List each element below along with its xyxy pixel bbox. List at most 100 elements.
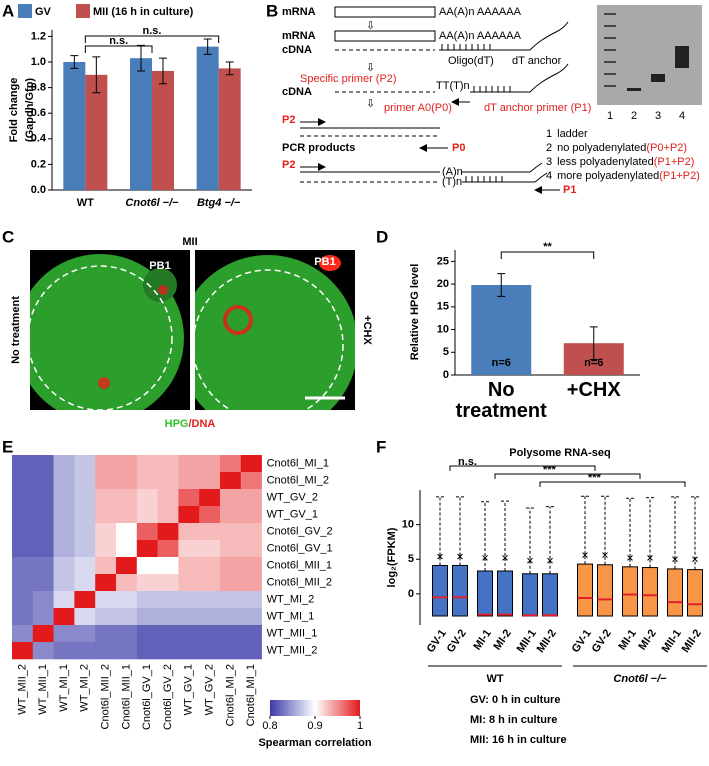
legend-number: 4 bbox=[546, 170, 552, 182]
legend-number: 3 bbox=[546, 156, 552, 168]
bracket bbox=[84, 35, 220, 43]
row-label: Cnot6l_GV_2 bbox=[267, 525, 333, 537]
primer-label: Specific primer (P2) bbox=[300, 73, 397, 85]
heatmap-cell bbox=[178, 455, 200, 473]
heatmap-cell bbox=[32, 608, 54, 626]
error-bar bbox=[497, 273, 506, 297]
y-tick-label: 0 bbox=[408, 588, 414, 600]
legend-text: MI: 8 h in culture bbox=[470, 714, 557, 726]
heatmap-cell bbox=[12, 591, 34, 609]
heatmap-cell bbox=[199, 523, 221, 541]
heatmap-cell bbox=[95, 523, 117, 541]
x-tick-label: MI-1 bbox=[616, 628, 638, 653]
group-label: WT bbox=[486, 673, 503, 685]
heatmap-cell bbox=[136, 642, 158, 660]
primer-label: primer A0(P0) bbox=[384, 102, 452, 114]
heatmap-cell bbox=[136, 506, 158, 524]
gel-band bbox=[651, 74, 665, 82]
panel-label: D bbox=[376, 227, 388, 246]
legend-number: 1 bbox=[546, 128, 552, 140]
annotation: *** bbox=[588, 472, 602, 484]
row-label: Cnot6l_MII_1 bbox=[267, 559, 332, 571]
heatmap-cell bbox=[136, 489, 158, 507]
whisker bbox=[646, 497, 654, 568]
heatmap-cell bbox=[240, 625, 262, 643]
x-tick-label: MI-2 bbox=[491, 628, 513, 653]
heatmap-cell bbox=[220, 472, 242, 490]
x-tick-label: MI-1 bbox=[471, 628, 493, 653]
heatmap-cell bbox=[53, 540, 75, 558]
heatmap-cell bbox=[116, 455, 138, 473]
heatmap-cell bbox=[116, 523, 138, 541]
heatmap-cell bbox=[240, 489, 262, 507]
outlier bbox=[692, 556, 698, 563]
stain-dna: /DNA bbox=[188, 418, 215, 430]
tail-label: (T)n bbox=[442, 176, 462, 188]
heatmap-cell bbox=[116, 625, 138, 643]
heatmap-cell bbox=[199, 608, 221, 626]
error-bar bbox=[70, 55, 79, 69]
heatmap-cell bbox=[53, 591, 75, 609]
x-tick-label: MI-2 bbox=[636, 628, 658, 653]
row-label: Cnot6l_MI_1 bbox=[267, 457, 329, 469]
y-tick-label: 15 bbox=[437, 301, 449, 313]
primer-label: dT anchor primer (P1) bbox=[484, 102, 591, 114]
heatmap-cell bbox=[116, 540, 138, 558]
row-label: WT_MII_2 bbox=[267, 644, 318, 656]
y-tick-label: 10 bbox=[437, 323, 449, 335]
bar bbox=[63, 62, 86, 190]
whisker bbox=[581, 495, 589, 565]
panel-label: C bbox=[2, 227, 14, 246]
y-tick-label: 20 bbox=[437, 278, 449, 290]
legend-label: GV bbox=[35, 6, 52, 18]
col-label: Cnot6l_GV_2 bbox=[162, 664, 174, 730]
row-label: Cnot6l_MII_2 bbox=[267, 576, 332, 588]
annotation: n.s. bbox=[458, 456, 477, 468]
heatmap-cell bbox=[157, 523, 179, 541]
lane-label: 2 bbox=[631, 110, 637, 122]
heatmap-cell bbox=[240, 591, 262, 609]
y-tick-label: 0.2 bbox=[31, 158, 46, 170]
mrna-box bbox=[334, 6, 436, 18]
legend-item: 3 less polyadenylated(P1+P2) bbox=[546, 156, 694, 168]
heatmap-cell bbox=[74, 523, 96, 541]
x-tick-label: +CHX bbox=[566, 379, 621, 401]
heatmap-cell bbox=[199, 472, 221, 490]
row-label: PCR products bbox=[282, 142, 355, 154]
y-tick-label: 5 bbox=[443, 346, 449, 358]
heatmap-cell bbox=[74, 472, 96, 490]
bracket bbox=[449, 465, 596, 471]
row-label: cDNA bbox=[282, 44, 312, 56]
heatmap-cell bbox=[74, 608, 96, 626]
gel-band bbox=[627, 88, 641, 91]
primer-label: P2 bbox=[282, 114, 295, 126]
heatmap-cell bbox=[178, 472, 200, 490]
heatmap-cell bbox=[53, 455, 75, 473]
heatmap-cell bbox=[199, 455, 221, 473]
heatmap-cell bbox=[220, 489, 242, 507]
n-label: n=6 bbox=[584, 357, 603, 369]
heatmap-cell bbox=[136, 591, 158, 609]
legend-text: GV: 0 h in culture bbox=[470, 694, 560, 706]
heatmap-cell bbox=[53, 608, 75, 626]
heatmap-cell bbox=[199, 557, 221, 575]
row-label: mRNA bbox=[282, 30, 316, 42]
gel-band bbox=[675, 46, 689, 68]
y-tick-label: 10 bbox=[402, 519, 414, 531]
tail-label: AA(A)n AAAAAA bbox=[439, 6, 522, 18]
heatmap-cell bbox=[95, 625, 117, 643]
heatmap-cell bbox=[95, 489, 117, 507]
legend-text: ladder bbox=[557, 128, 588, 140]
arrow-down: ⇩ bbox=[366, 98, 375, 110]
tail bbox=[462, 162, 543, 173]
col-label: Cnot6l_MII_2 bbox=[100, 664, 112, 729]
x-tick-label: MII-2 bbox=[535, 628, 559, 655]
dt-anchor bbox=[462, 172, 548, 183]
heatmap-cell bbox=[240, 557, 262, 575]
heatmap-cell bbox=[95, 506, 117, 524]
primer-label: P0 bbox=[452, 142, 465, 154]
box bbox=[522, 573, 538, 617]
outlier bbox=[482, 554, 488, 561]
legend-text: less polyadenylated bbox=[557, 156, 654, 168]
whisker bbox=[671, 496, 679, 569]
